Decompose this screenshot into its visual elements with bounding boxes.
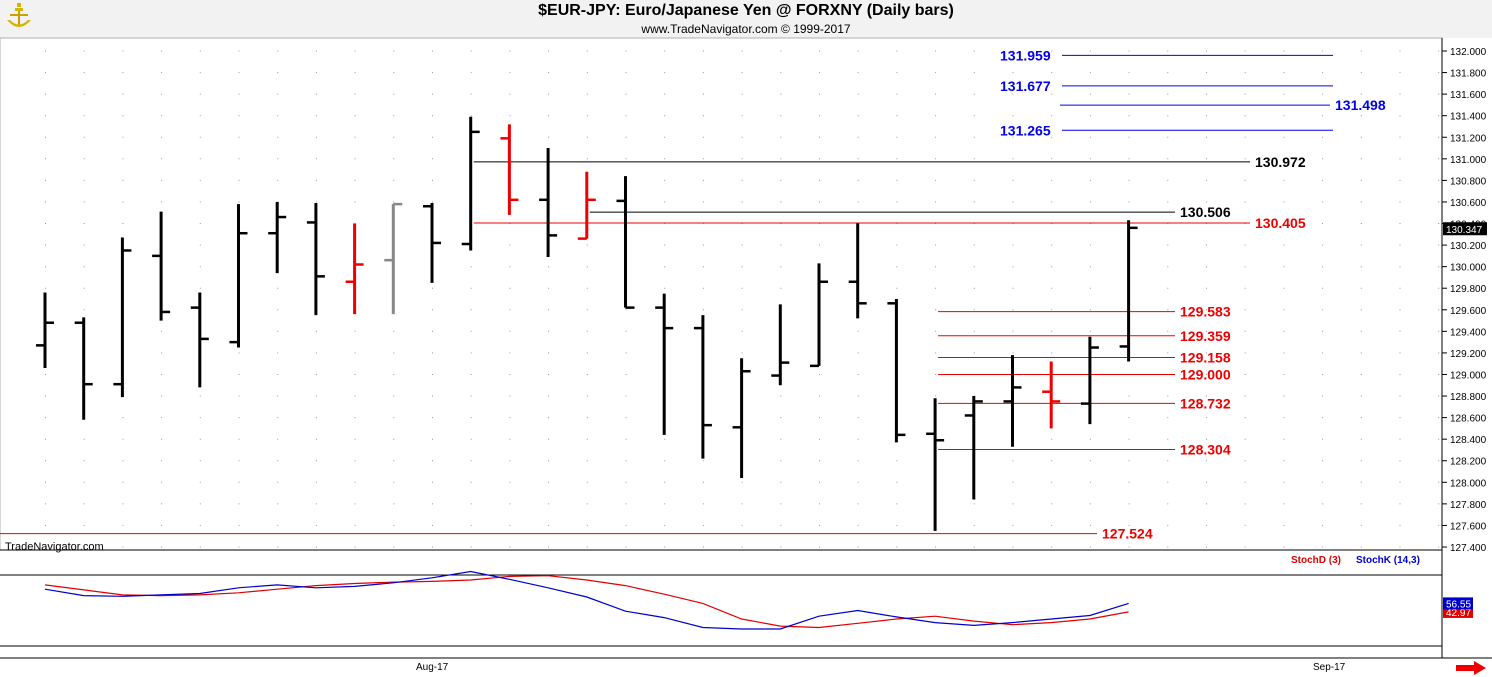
ohlc-bar: [152, 211, 171, 321]
stoch-line: [44, 570, 1129, 630]
level-label: 128.732: [1180, 395, 1231, 411]
ohlc-bar: [190, 292, 209, 388]
y-tick-label: 132.000: [1450, 47, 1487, 58]
level-label: 129.359: [1180, 328, 1231, 344]
stoch-d-label: StochD (3): [1291, 555, 1341, 566]
y-tick-label: 128.600: [1450, 414, 1487, 425]
y-tick-label: 129.800: [1450, 284, 1487, 295]
ohlc-bar: [964, 396, 983, 500]
y-tick-label: 130.600: [1450, 198, 1487, 209]
ohlc-bar: [36, 292, 54, 369]
y-tick-label: 127.800: [1450, 500, 1487, 511]
x-tick-aug: Aug-17: [416, 662, 449, 673]
ohlc-bar: [1119, 220, 1138, 362]
ohlc-bar: [577, 171, 596, 240]
level-label: 131.498: [1335, 97, 1386, 113]
watermark: TradeNavigator.com: [5, 541, 104, 553]
ohlc-bar: [616, 176, 635, 309]
ohlc-bar: [1042, 361, 1061, 429]
level-label: 131.677: [1000, 78, 1051, 94]
ohlc-bar: [1003, 355, 1022, 447]
y-tick-label: 130.800: [1450, 176, 1487, 187]
price-levels: 131.959 131.677 131.498 131.265 130.972 130.5…: [0, 47, 1386, 542]
y-tick-label: 128.800: [1450, 392, 1487, 403]
copyright-text: www.TradeNavigator.com © 1999-2017: [641, 22, 851, 36]
y-tick-label: 129.600: [1450, 306, 1487, 317]
level-label: 129.158: [1180, 349, 1231, 365]
y-tick-label: 131.400: [1450, 112, 1487, 123]
ohlc-bar: [926, 398, 945, 531]
y-tick-label: 127.400: [1450, 543, 1487, 554]
level-label: 130.972: [1255, 154, 1306, 170]
y-tick-label: 131.800: [1450, 69, 1487, 80]
y-tick-label: 131.200: [1450, 133, 1487, 144]
y-tick-label: 129.400: [1450, 327, 1487, 338]
level-label: 127.524: [1102, 526, 1153, 542]
ohlc-bars: [36, 116, 1138, 531]
ohlc-bar: [268, 201, 287, 274]
ohlc-bar: [887, 299, 906, 443]
ohlc-bar: [384, 202, 403, 315]
y-tick-label: 131.600: [1450, 90, 1487, 101]
level-label: 130.506: [1180, 204, 1231, 220]
scroll-right-arrow-icon[interactable]: [1455, 660, 1487, 676]
y-tick-label: 130.000: [1450, 263, 1487, 274]
stoch-last-label: 42.97: [1446, 608, 1471, 619]
trade-navigator-logo-icon: [7, 3, 31, 27]
ohlc-bar: [423, 203, 441, 283]
stoch-last-label: 56.55: [1446, 599, 1471, 610]
ohlc-bar: [539, 148, 558, 257]
y-tick-label: 128.000: [1450, 478, 1487, 489]
ohlc-bar: [810, 263, 828, 368]
ohlc-bar: [229, 204, 248, 348]
x-tick-sep: Sep-17: [1313, 662, 1346, 673]
ohlc-bar: [732, 358, 751, 478]
ohlc-bar: [306, 203, 325, 316]
y-tick-label: 128.400: [1450, 435, 1487, 446]
last-price-label: 130.347: [1446, 225, 1483, 236]
level-label: 130.405: [1255, 215, 1306, 231]
y-tick-label: 129.200: [1450, 349, 1487, 360]
stoch-k-label: StochK (14,3): [1356, 555, 1420, 566]
ohlc-bar: [113, 237, 132, 398]
level-label: 129.583: [1180, 304, 1231, 320]
ohlc-bar: [74, 317, 93, 420]
ohlc-bar: [693, 315, 712, 459]
ohlc-bar: [655, 293, 674, 435]
level-label: 131.959: [1000, 47, 1051, 63]
ohlc-bar: [461, 116, 480, 251]
chart-header: $EUR-JPY: Euro/Japanese Yen @ FORXNY (Da…: [0, 0, 1492, 38]
ohlc-bar: [1080, 336, 1099, 425]
stoch-line: [44, 575, 1129, 629]
y-tick-label: 131.000: [1450, 155, 1487, 166]
ohlc-bar: [771, 304, 790, 386]
y-tick-label: 127.600: [1450, 521, 1487, 532]
level-label: 129.000: [1180, 366, 1231, 382]
y-tick-label: 129.000: [1450, 370, 1487, 381]
y-tick-label: 128.200: [1450, 457, 1487, 468]
y-tick-label: 130.200: [1450, 241, 1487, 252]
level-label: 128.304: [1180, 442, 1231, 458]
y-axis: 132.000 131.800 131.600 131.400 131.200 131.0…: [1442, 47, 1487, 554]
chart-title: $EUR-JPY: Euro/Japanese Yen @ FORXNY (Da…: [538, 2, 954, 19]
ohlc-bar: [500, 124, 519, 215]
level-label: 131.265: [1000, 122, 1051, 138]
ohlc-bar: [345, 223, 364, 315]
ohlc-bar: [848, 223, 867, 319]
last-price-box: [1443, 222, 1487, 236]
stoch-last-box: [1443, 597, 1473, 610]
